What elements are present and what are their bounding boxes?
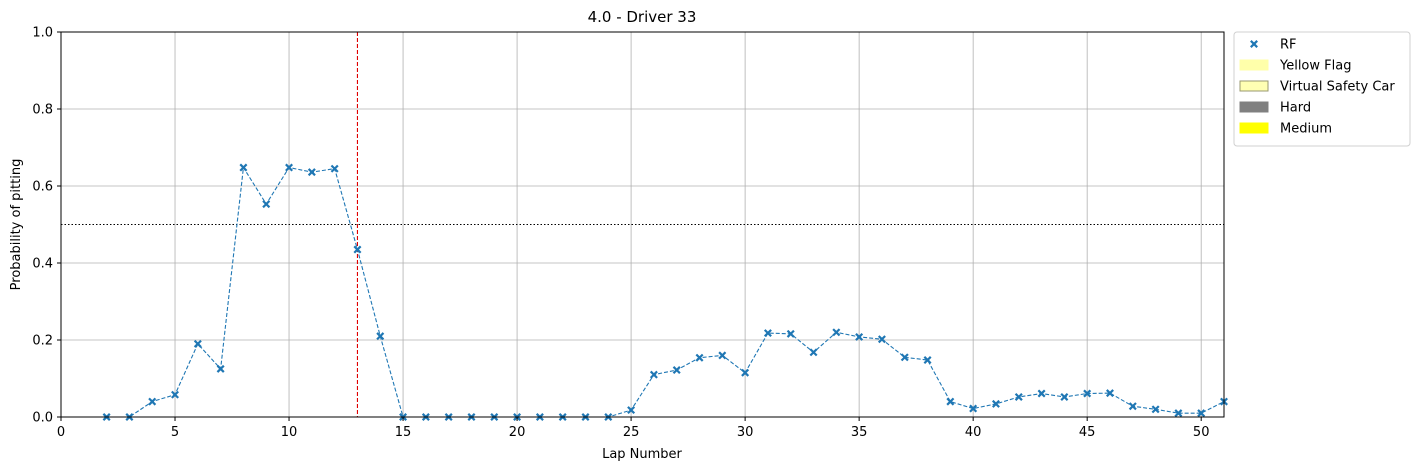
legend-label: Hard (1280, 101, 1311, 116)
data-point (1037, 389, 1046, 398)
y-tick-label: 0.0 (32, 411, 53, 426)
legend-entry: Yellow Flag (1239, 59, 1351, 74)
data-point (809, 348, 818, 357)
data-point (148, 397, 157, 406)
x-tick-label: 15 (395, 425, 412, 440)
data-point (376, 332, 385, 341)
y-tick-label: 0.2 (32, 334, 53, 349)
series-line (106, 165, 1225, 418)
tick-layer: 0 5 10 15 20 25 30 35 40 45 50 0.0 0.2 0.4 0.6 0.8 1.0 (32, 26, 1209, 441)
data-point (946, 397, 955, 406)
data-point (832, 328, 841, 337)
x-tick-label: 50 (1193, 425, 1210, 440)
x-tick-label: 0 (57, 425, 65, 440)
data-point (741, 368, 750, 377)
y-tick-label: 0.6 (32, 180, 53, 195)
data-point (330, 164, 339, 173)
data-point (171, 390, 179, 399)
data-point (307, 168, 316, 177)
data-point (285, 163, 294, 172)
legend-label: RF (1280, 38, 1297, 53)
plot-frame (60, 31, 1225, 418)
data-point (969, 404, 978, 413)
data-point (695, 353, 704, 362)
data-point (1151, 405, 1160, 414)
data-point (923, 356, 932, 364)
legend-entry: Hard (1239, 101, 1311, 116)
x-tick-label: 35 (851, 425, 868, 440)
data-point (855, 332, 864, 341)
data-point (239, 163, 248, 172)
data-point (763, 329, 772, 338)
y-tick-label: 0.4 (32, 257, 53, 272)
legend-box (1233, 31, 1411, 147)
y-axis-label: Probability of pitting (9, 159, 24, 291)
data-point (900, 353, 909, 362)
data-point (786, 329, 795, 338)
reference-lines (61, 32, 1224, 417)
x-tick-label: 25 (623, 425, 640, 440)
data-point (718, 351, 727, 360)
data-point (1128, 402, 1137, 411)
legend-entry: RF (1250, 38, 1297, 53)
legend-entry: Virtual Safety Car (1239, 80, 1395, 95)
x-tick-label: 30 (737, 425, 754, 440)
x-tick-label: 20 (509, 425, 526, 440)
data-point (1060, 393, 1069, 401)
legend: RF Yellow Flag Virtual Safety Car Hard Mediu… (1233, 31, 1411, 147)
series-layer (102, 163, 1228, 421)
y-tick-label: 0.8 (32, 103, 53, 118)
legend-label: Yellow Flag (1279, 59, 1351, 74)
data-point (1174, 409, 1183, 418)
data-point (262, 200, 271, 209)
x-tick-label: 5 (171, 425, 179, 440)
legend-label: Medium (1280, 122, 1332, 137)
x-tick-label: 40 (965, 425, 982, 440)
data-point (672, 366, 681, 375)
data-point (1083, 389, 1092, 398)
data-point (193, 339, 202, 348)
y-tick-label: 1.0 (32, 26, 53, 41)
data-point (1106, 389, 1114, 398)
data-point (1197, 409, 1206, 418)
legend-label: Virtual Safety Car (1280, 80, 1395, 95)
x-tick-label: 45 (1079, 425, 1096, 440)
data-point (216, 364, 225, 373)
data-point (627, 406, 636, 415)
data-point (353, 245, 362, 254)
x-axis-label: Lap Number (602, 447, 682, 462)
legend-entry: Medium (1239, 122, 1332, 137)
data-point (991, 399, 1000, 408)
x-tick-label: 10 (281, 425, 298, 440)
data-point (1014, 393, 1023, 401)
data-point (877, 335, 886, 344)
chart-title: 4.0 - Driver 33 (588, 8, 697, 26)
data-point (649, 370, 658, 379)
